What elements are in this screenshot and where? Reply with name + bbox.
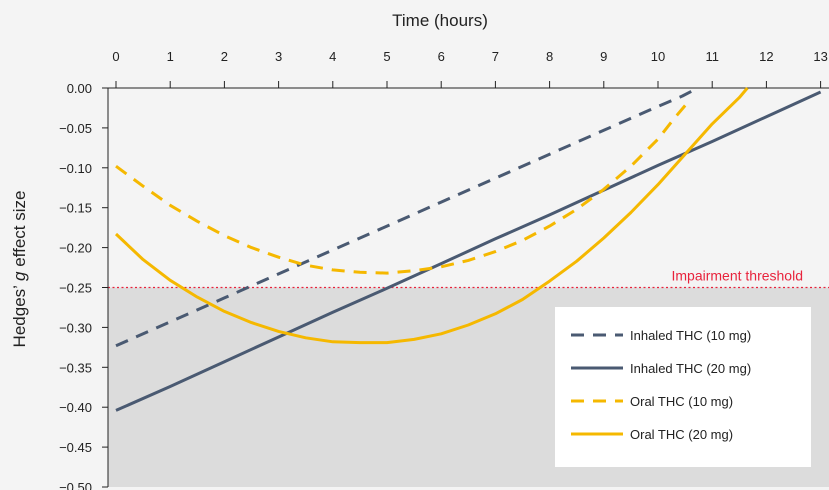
x-tick-label: 3: [275, 49, 282, 64]
y-tick-label: −0.40: [59, 400, 92, 415]
x-tick-label: 7: [492, 49, 499, 64]
x-tick-label: 4: [329, 49, 336, 64]
x-tick-label: 2: [221, 49, 228, 64]
x-tick-label: 9: [600, 49, 607, 64]
threshold-label: Impairment threshold: [671, 268, 803, 284]
legend-label-3: Oral THC (10 mg): [630, 394, 733, 409]
x-tick-label: 10: [651, 49, 665, 64]
y-tick-label: −0.20: [59, 241, 92, 256]
series-line-2: [115, 90, 822, 412]
legend: Inhaled THC (10 mg) Inhaled THC (20 mg) Or…: [555, 307, 811, 467]
x-tick-label: 0: [112, 49, 119, 64]
series-line-4: [114, 87, 749, 345]
y-tick-label: −0.30: [59, 320, 92, 335]
x-tick-label: 12: [759, 49, 773, 64]
x-tick-label: 11: [705, 49, 719, 64]
x-axis-title: Time (hours): [392, 11, 488, 30]
y-tick-label: −0.15: [59, 201, 92, 216]
x-tick-label: 5: [383, 49, 390, 64]
y-tick-label: −0.50: [59, 480, 92, 490]
y-axis-title: Hedges’ g effect size: [10, 191, 29, 348]
legend-label-2: Inhaled THC (20 mg): [630, 361, 751, 376]
y-tick-label: −0.45: [59, 440, 92, 455]
legend-label-1: Inhaled THC (10 mg): [630, 328, 751, 343]
x-tick-label: 8: [546, 49, 553, 64]
y-axis-title-pre: Hedges’: [10, 281, 29, 347]
y-tick-label: −0.35: [59, 360, 92, 375]
x-tick-label: 6: [438, 49, 445, 64]
x-tick-label: 1: [167, 49, 174, 64]
y-tick-label: 0.00: [67, 81, 92, 96]
x-tick-label: 13: [813, 49, 827, 64]
y-axis-title-italic: g: [10, 271, 29, 281]
y-axis-title-post: effect size: [10, 191, 29, 272]
series-line-3: [115, 101, 689, 275]
legend-label-4: Oral THC (20 mg): [630, 427, 733, 442]
y-tick-label: −0.10: [59, 161, 92, 176]
y-tick-label: −0.25: [59, 281, 92, 296]
series-line-1: [115, 89, 694, 348]
y-tick-label: −0.05: [59, 121, 92, 136]
